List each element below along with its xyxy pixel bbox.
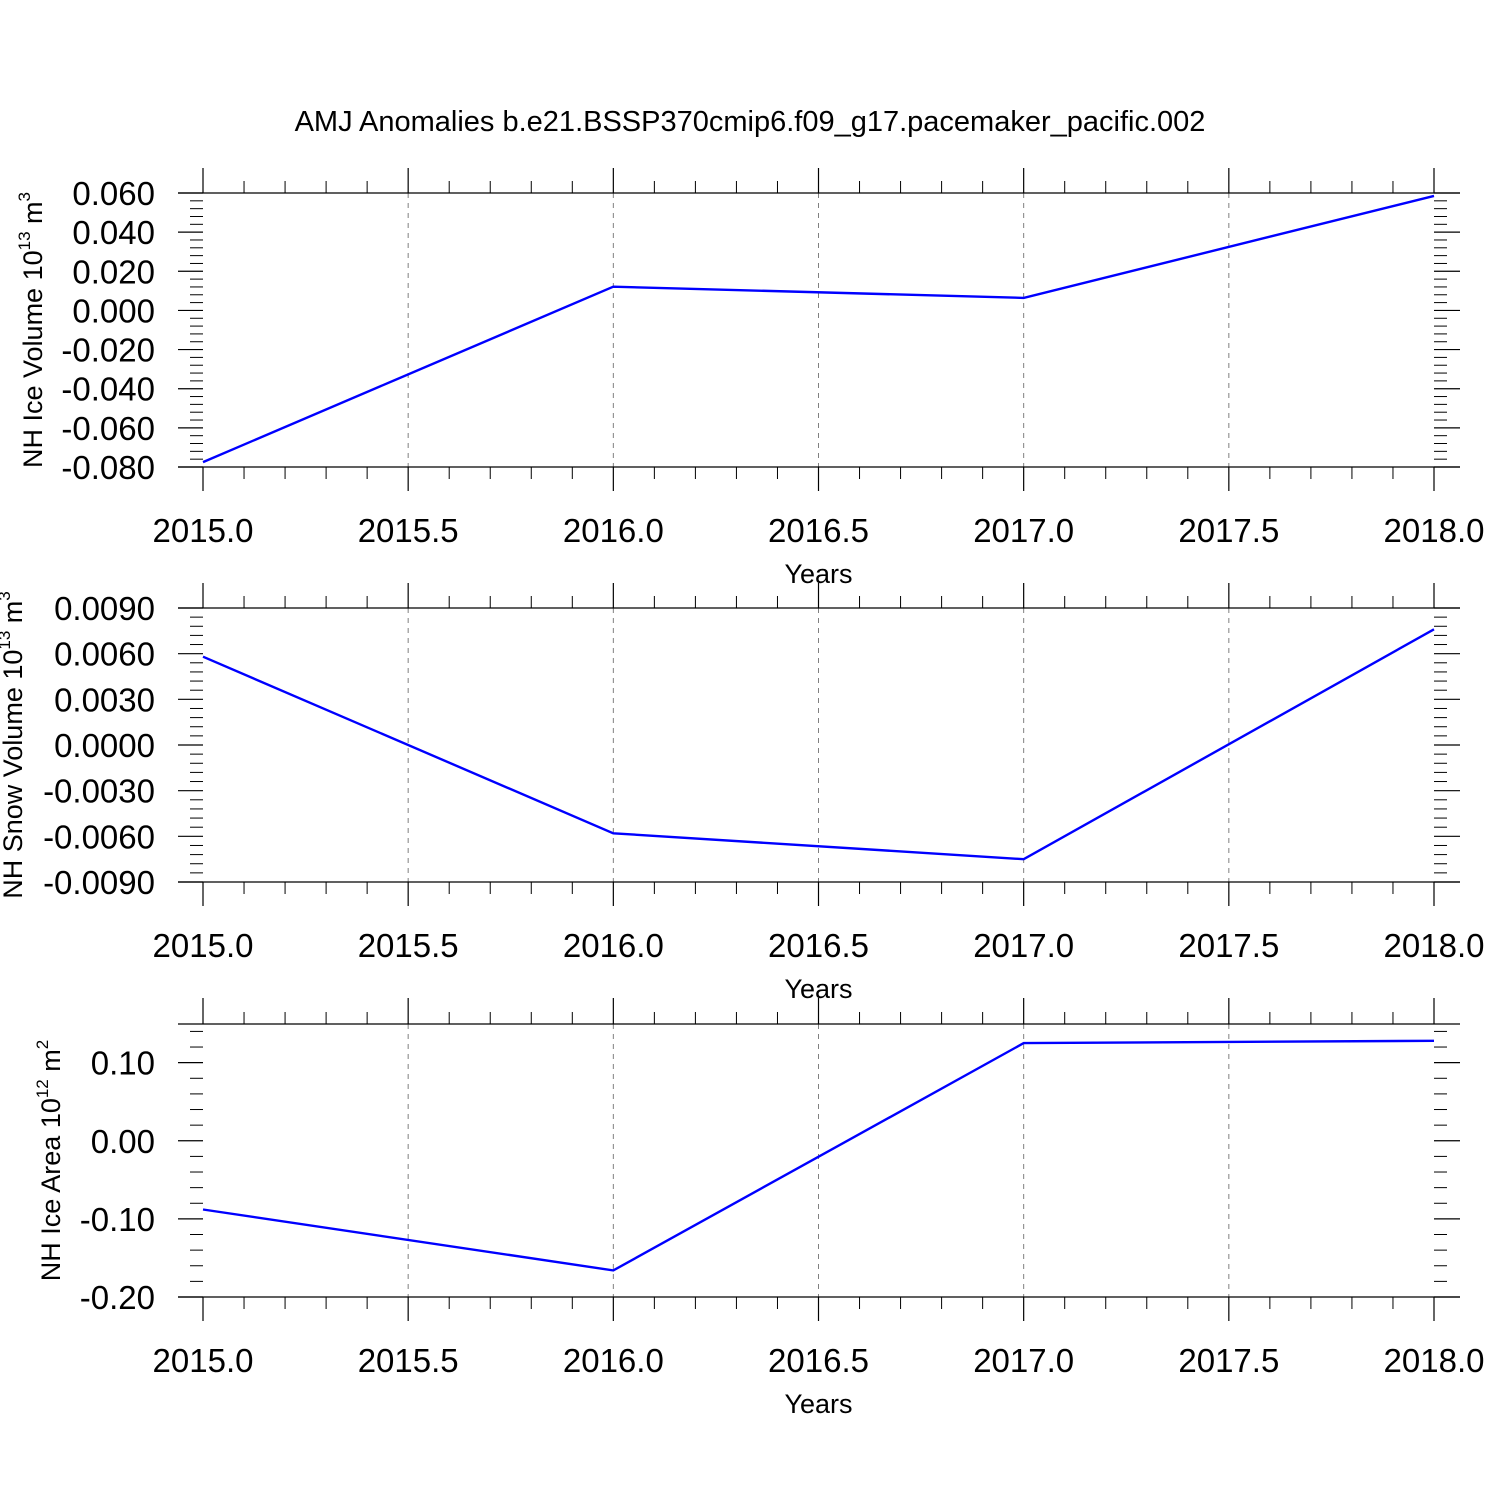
- y-axis-label: NH Snow Volume 1013 m3: [0, 591, 28, 899]
- y-tick-label: 0.10: [91, 1045, 155, 1082]
- x-tick-label: 2018.0: [1384, 512, 1485, 549]
- x-tick-label: 2018.0: [1384, 927, 1485, 964]
- y-tick-label: 0.060: [72, 175, 155, 212]
- y-tick-label: 0.020: [72, 253, 155, 290]
- y-tick-label: -0.0030: [43, 773, 155, 810]
- x-tick-label: 2017.0: [973, 512, 1074, 549]
- panel-1: 2015.0 2015.5 2016.0 2016.5 2017.0 2017.5 2018…: [15, 168, 1484, 589]
- x-tick-label: 2016.0: [563, 512, 664, 549]
- y-tick-label: -0.080: [61, 449, 155, 486]
- x-tick-label: 2016.5: [768, 1342, 869, 1379]
- y-tick-label: 0.000: [72, 292, 155, 329]
- x-tick-label: 2015.5: [358, 512, 459, 549]
- x-tick-label: 2016.0: [563, 927, 664, 964]
- y-tick-label: -0.060: [61, 410, 155, 447]
- x-tick-label: 2015.0: [153, 1342, 254, 1379]
- y-tick-label: -0.040: [61, 371, 155, 408]
- x-axis-label: Years: [784, 1389, 852, 1419]
- panels: 2015.0 2015.5 2016.0 2016.5 2017.0 2017.5 2018…: [0, 168, 1484, 1419]
- x-tick-label: 2015.5: [358, 1342, 459, 1379]
- y-tick-label: 0.00: [91, 1123, 155, 1160]
- y-tick-label: -0.020: [61, 332, 155, 369]
- y-tick-label: 0.040: [72, 214, 155, 251]
- x-tick-label: 2017.5: [1178, 927, 1279, 964]
- x-tick-label: 2015.0: [153, 927, 254, 964]
- series-line: [202, 194, 1435, 464]
- series-line: [202, 1039, 1435, 1272]
- y-tick-label: -0.20: [80, 1279, 155, 1316]
- panel-3: 2015.0 2015.5 2016.0 2016.5 2017.0 2017.5 2018…: [33, 998, 1484, 1419]
- x-tick-label: 2018.0: [1384, 1342, 1485, 1379]
- panel-2: 2015.0 2015.5 2016.0 2016.5 2017.0 2017.5 2018…: [0, 583, 1484, 1004]
- x-tick-label: 2016.0: [563, 1342, 664, 1379]
- x-tick-label: 2017.0: [973, 927, 1074, 964]
- y-tick-label: -0.10: [80, 1201, 155, 1238]
- x-tick-label: 2016.5: [768, 927, 869, 964]
- x-tick-label: 2016.5: [768, 512, 869, 549]
- chart-title: AMJ Anomalies b.e21.BSSP370cmip6.f09_g17…: [295, 106, 1206, 138]
- y-tick-label: -0.0060: [43, 818, 155, 855]
- y-tick-label: -0.0090: [43, 864, 155, 901]
- x-tick-label: 2015.5: [358, 927, 459, 964]
- y-tick-label: 0.0000: [54, 727, 155, 764]
- y-tick-label: 0.0030: [54, 681, 155, 718]
- x-tick-label: 2017.0: [973, 1342, 1074, 1379]
- y-axis-label: NH Ice Area 1012 m2: [33, 1040, 66, 1281]
- series-line: [202, 628, 1435, 861]
- y-tick-label: 0.0060: [54, 636, 155, 673]
- y-axis-label: NH Ice Volume 1013 m3: [15, 192, 48, 468]
- x-tick-label: 2017.5: [1178, 1342, 1279, 1379]
- x-tick-label: 2017.5: [1178, 512, 1279, 549]
- y-tick-label: 0.0090: [54, 590, 155, 627]
- x-tick-label: 2015.0: [153, 512, 254, 549]
